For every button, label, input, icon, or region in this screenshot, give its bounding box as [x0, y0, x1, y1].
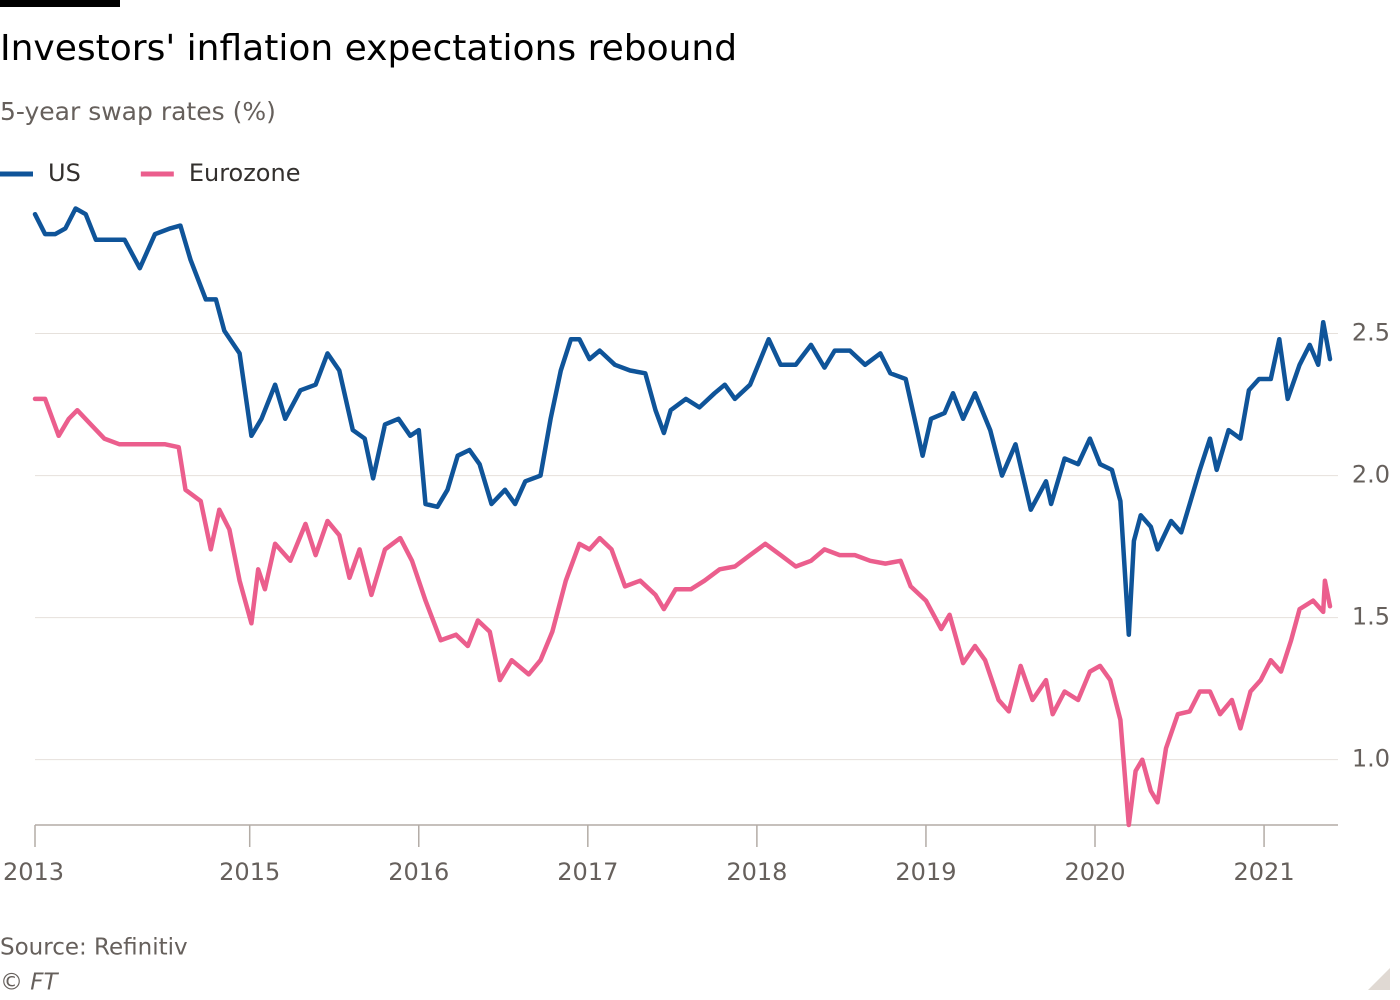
legend-label: Eurozone: [189, 159, 301, 187]
brand-bar: [0, 0, 120, 7]
corner-mark: [1368, 968, 1390, 990]
x-tick-label: 2020: [1064, 858, 1125, 886]
x-tick-label: 2018: [726, 858, 787, 886]
series-line: [32, 396, 1333, 828]
y-tick-label: 2.5: [1352, 319, 1390, 347]
x-tick-label: 2016: [388, 858, 449, 886]
legend-label: US: [48, 159, 81, 187]
x-tick-label: 2015: [219, 858, 280, 886]
y-tick-label: 2.0: [1352, 461, 1390, 489]
x-tick-label: 2019: [895, 858, 956, 886]
chart-title: Investors' inflation expectations reboun…: [0, 28, 737, 69]
chart-subtitle: 5-year swap rates (%): [0, 97, 276, 126]
y-tick-label: 1.0: [1352, 745, 1390, 773]
series-line: [32, 206, 1333, 637]
x-tick-label: 2021: [1234, 858, 1295, 886]
source: Source: Refinitiv: [0, 935, 188, 961]
x-tick-label: 2013: [3, 858, 64, 886]
x-tick-label: 2017: [557, 858, 618, 886]
credit: © FT: [0, 970, 60, 996]
y-tick-label: 1.5: [1352, 603, 1390, 631]
